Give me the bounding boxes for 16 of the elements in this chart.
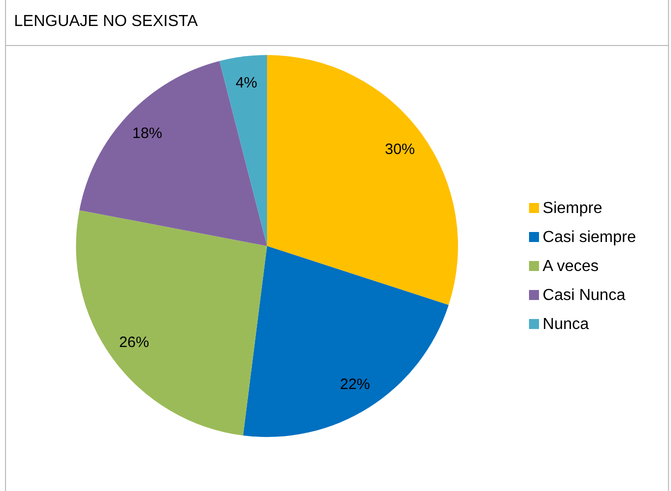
legend-label: Nunca bbox=[542, 316, 589, 332]
legend-label: A veces bbox=[542, 258, 599, 274]
data-label: 22% bbox=[340, 376, 370, 394]
data-label: 26% bbox=[119, 334, 150, 352]
pie-slice bbox=[267, 55, 458, 306]
data-label: 4% bbox=[236, 74, 258, 92]
data-label: 30% bbox=[384, 140, 415, 158]
legend-label: Siempre bbox=[542, 200, 602, 216]
pie-slice bbox=[76, 210, 267, 436]
pie-slice bbox=[243, 246, 449, 437]
legend-label: Casi siempre bbox=[542, 228, 636, 246]
legend-label: Casi Nunca bbox=[542, 286, 626, 304]
data-label: 18% bbox=[132, 125, 162, 142]
pie-slice bbox=[79, 61, 267, 246]
pie-slice bbox=[220, 55, 267, 246]
chart-title: LENGUAJE NO SEXISTA bbox=[14, 13, 198, 31]
